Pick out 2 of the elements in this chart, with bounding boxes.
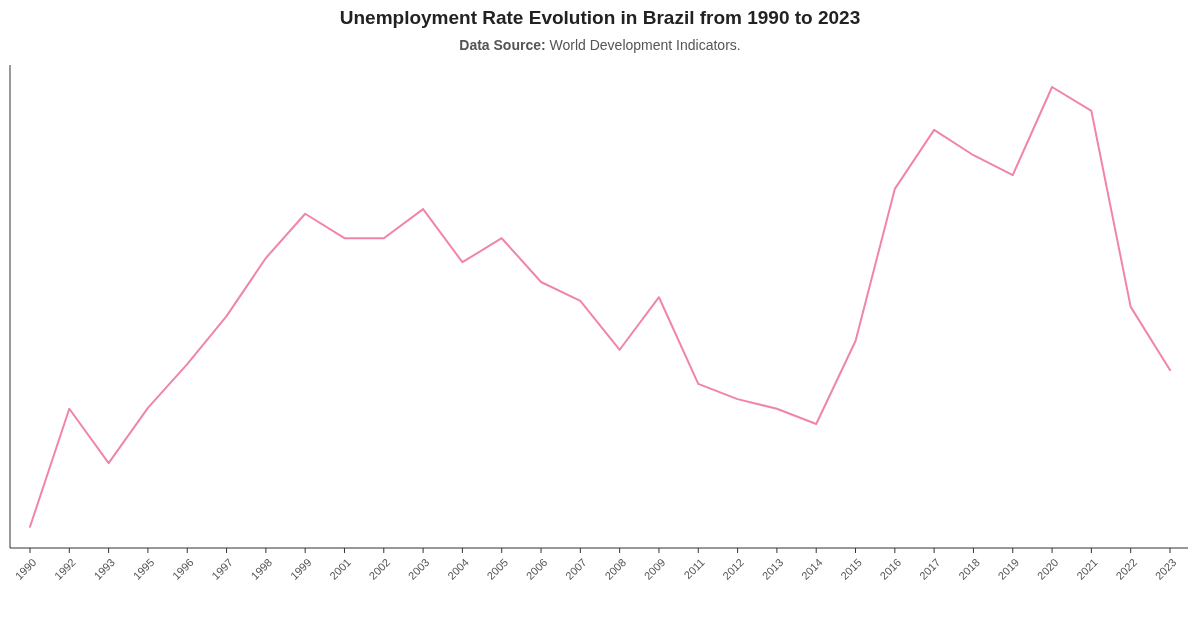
chart-subtitle: Data Source: World Development Indicators. — [459, 37, 741, 53]
chart-title: Unemployment Rate Evolution in Brazil from 1990 to 2023 — [339, 7, 861, 28]
